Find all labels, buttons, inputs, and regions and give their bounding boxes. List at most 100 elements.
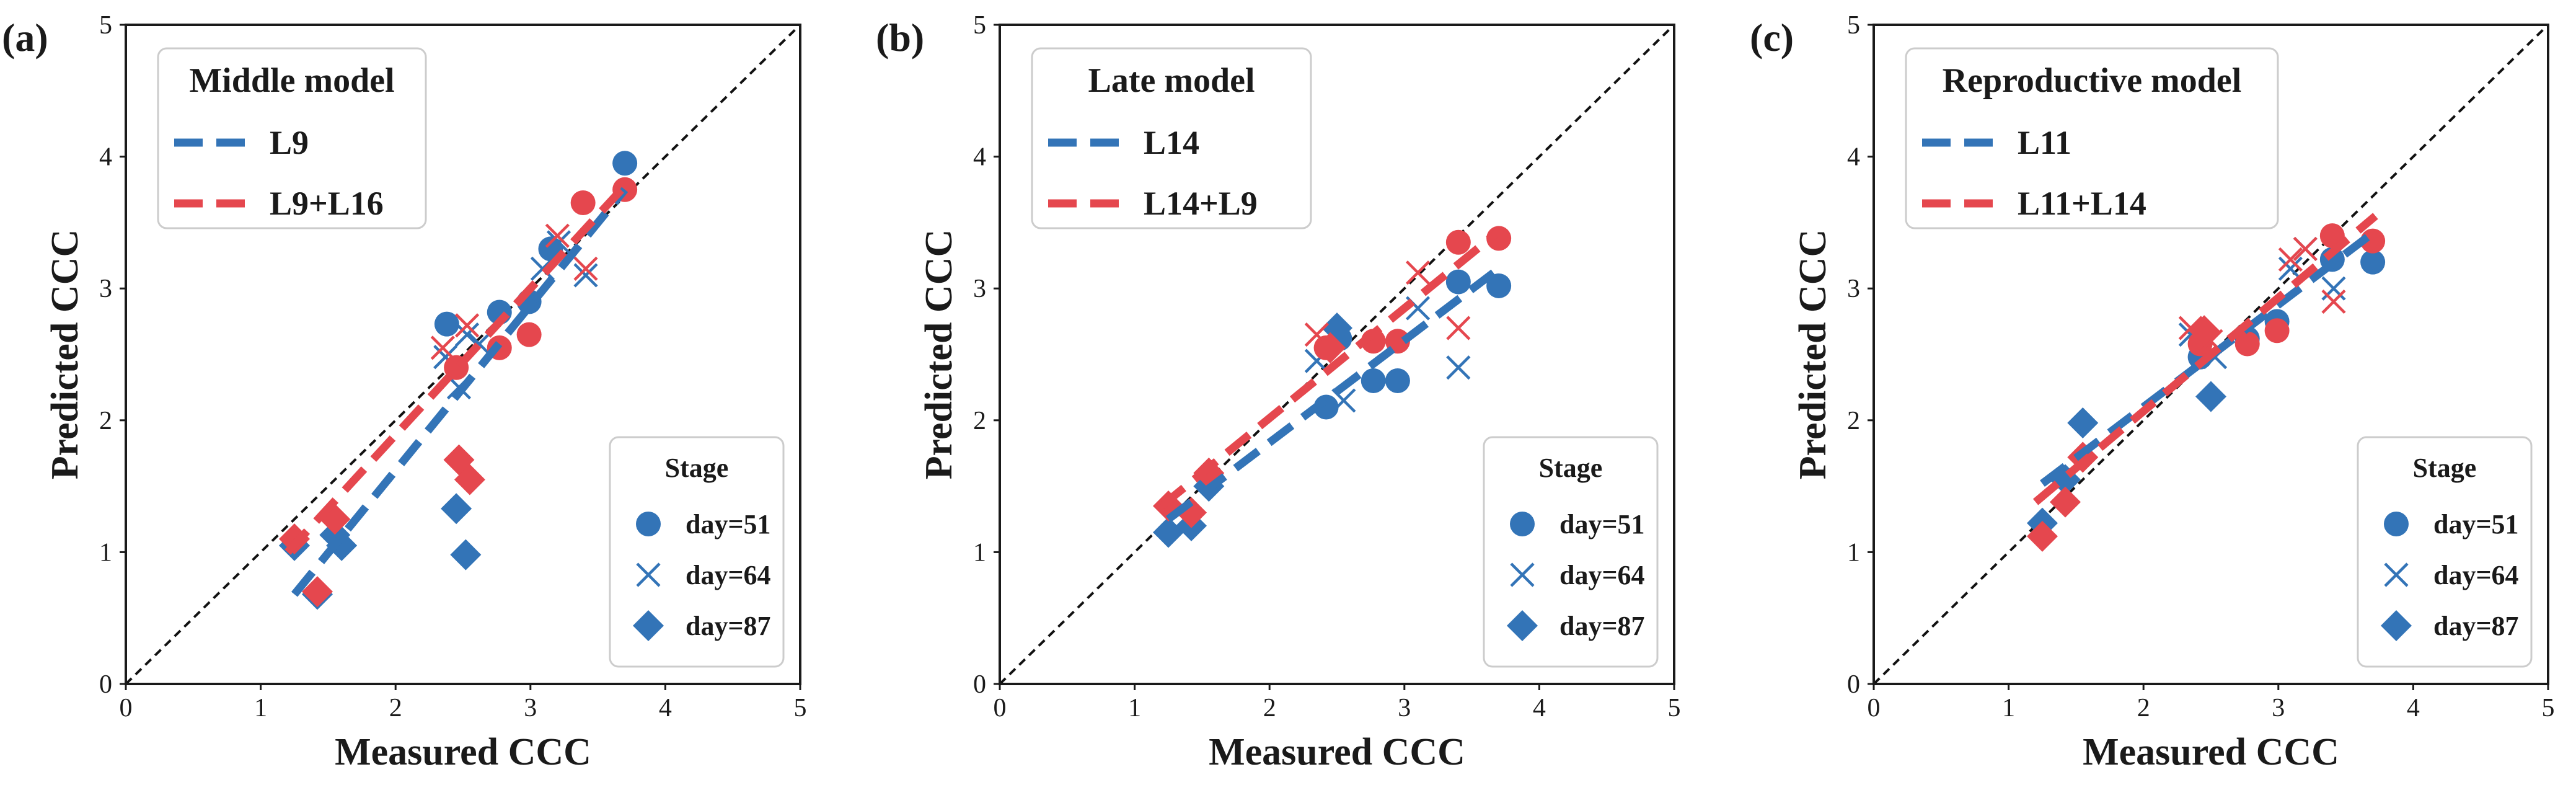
stage-legend-label: day=87 (1559, 611, 1645, 641)
model-legend-title: Late model (1088, 61, 1255, 100)
stage-legend-marker (636, 512, 661, 536)
data-point-day-64 (1405, 260, 1431, 285)
model-legend-label: L14+L9 (1144, 185, 1258, 222)
stage-legend-title: Stage (2413, 453, 2477, 483)
series-l14 (1153, 269, 1512, 548)
data-point-day-64 (2321, 289, 2346, 314)
data-point-day-64 (2293, 236, 2318, 262)
data-point-day-64 (573, 256, 598, 281)
data-point-day-51 (1445, 229, 1471, 255)
series-l11 (2027, 236, 2386, 539)
model-legend-label: L9 (270, 124, 309, 161)
stage-legend-box (609, 436, 785, 668)
data-point-day-87 (1315, 332, 1346, 363)
data-point-day-87 (2189, 315, 2220, 347)
x-axis-label: Measured CCC (335, 731, 591, 773)
data-point-day-87 (2049, 486, 2081, 518)
data-point-day-87 (454, 464, 485, 495)
fit-line-l9 (291, 187, 629, 597)
plot-frame (125, 24, 801, 685)
model-legend-label: L14 (1144, 124, 1199, 161)
x-tick-label: 2 (389, 694, 402, 722)
x-tick-label: 1 (2002, 694, 2015, 722)
y-tick-label: 3 (99, 275, 112, 303)
stage-legend-marker (2384, 562, 2409, 587)
y-tick-label: 5 (1847, 11, 1860, 40)
stage-legend-marker (633, 610, 664, 641)
data-point-day-51 (1385, 329, 1410, 354)
x-tick-label: 2 (2137, 694, 2150, 722)
stage-legend-title: Stage (1539, 453, 1603, 483)
x-tick-label: 4 (1533, 694, 1546, 722)
y-tick-label: 3 (1847, 275, 1860, 303)
stage-legend-box (2357, 436, 2533, 668)
data-point-day-51 (516, 322, 542, 347)
y-axis-label: Predicted CCC (918, 229, 960, 479)
x-tick-label: 2 (1263, 694, 1276, 722)
stage-legend-label: day=51 (1559, 509, 1645, 539)
data-point-day-64 (454, 322, 480, 347)
x-axis-label: Measured CCC (2083, 731, 2339, 773)
plot-frame (1872, 24, 2549, 685)
x-tick-label: 4 (2407, 694, 2420, 722)
y-axis-label: Predicted CCC (44, 229, 86, 479)
data-point-day-87 (1153, 517, 1184, 548)
data-point-day-51 (612, 151, 638, 176)
data-point-day-87 (2027, 520, 2058, 552)
y-tick-label: 0 (99, 670, 112, 699)
x-tick-label: 1 (254, 694, 267, 722)
x-tick-label: 0 (120, 694, 133, 722)
stage-legend-marker (2381, 610, 2412, 641)
chart-panel-b: 0 1 2 3 4 5 0 1 2 3 4 5 Measured CCC Predicted CCC (b)… (876, 11, 1681, 773)
stage-legend-marker (636, 562, 661, 587)
x-axis-label: Measured CCC (1209, 731, 1465, 773)
y-tick-label: 2 (99, 407, 112, 435)
data-point-day-51 (1385, 368, 1410, 394)
stage-legend-label: day=51 (686, 509, 771, 539)
data-point-day-51 (1445, 269, 1471, 295)
model-legend-label: L11+L14 (2018, 185, 2146, 222)
data-point-day-51 (1486, 273, 1512, 298)
data-point-day-87 (326, 530, 358, 561)
stage-legend: Stage day=51 day=64 day=87 (2357, 436, 2533, 668)
model-legend: Middle model L9 L9+L16 (157, 47, 427, 229)
data-point-day-87 (301, 576, 333, 608)
y-tick-label: 5 (99, 11, 112, 40)
model-legend: Reproductive model L11 L11+L14 (1905, 47, 2279, 229)
panel-label: (c) (1750, 16, 1794, 60)
data-point-day-64 (1331, 388, 1356, 413)
model-legend-title: Middle model (189, 61, 394, 100)
y-tick-label: 5 (973, 11, 986, 40)
data-point-day-64 (546, 230, 571, 255)
x-tick-label: 0 (994, 694, 1007, 722)
stage-legend-box (1483, 436, 1659, 668)
x-tick-label: 3 (2272, 694, 2285, 722)
chart-panel-a: 0 1 2 3 4 5 0 1 2 3 4 5 Measured CCC Predicted CCC (a)… (2, 11, 807, 773)
x-tick-label: 3 (1398, 694, 1411, 722)
stage-legend-label: day=64 (1559, 560, 1645, 590)
data-point-day-51 (2264, 318, 2290, 344)
data-point-day-87 (450, 539, 482, 570)
data-point-day-64 (2321, 276, 2346, 301)
stage-legend: Stage day=51 day=64 day=87 (609, 436, 785, 668)
x-tick-label: 3 (524, 694, 537, 722)
y-tick-label: 0 (973, 670, 986, 699)
data-point-day-51 (2360, 249, 2386, 275)
stage-legend-title: Stage (665, 453, 729, 483)
data-point-day-64 (573, 263, 598, 288)
chart-panel-c: 0 1 2 3 4 5 0 1 2 3 4 5 Measured CCC Predicted CCC (c)… (1750, 11, 2555, 773)
model-legend-title: Reproductive model (1943, 61, 2242, 100)
x-tick-label: 5 (794, 694, 807, 722)
data-point-day-51 (2234, 331, 2260, 357)
data-point-day-51 (570, 190, 596, 216)
model-legend: Late model L14 L14+L9 (1031, 47, 1312, 229)
data-point-day-51 (434, 311, 459, 337)
y-axis-label: Predicted CCC (1792, 229, 1834, 479)
data-point-day-64 (1446, 355, 1471, 380)
data-point-day-64 (430, 335, 455, 360)
y-tick-label: 4 (1847, 143, 1860, 172)
data-point-day-87 (2195, 381, 2226, 412)
panel-label: (a) (2, 16, 48, 60)
model-legend-label: L9+L16 (270, 185, 384, 222)
y-tick-label: 1 (99, 538, 112, 567)
